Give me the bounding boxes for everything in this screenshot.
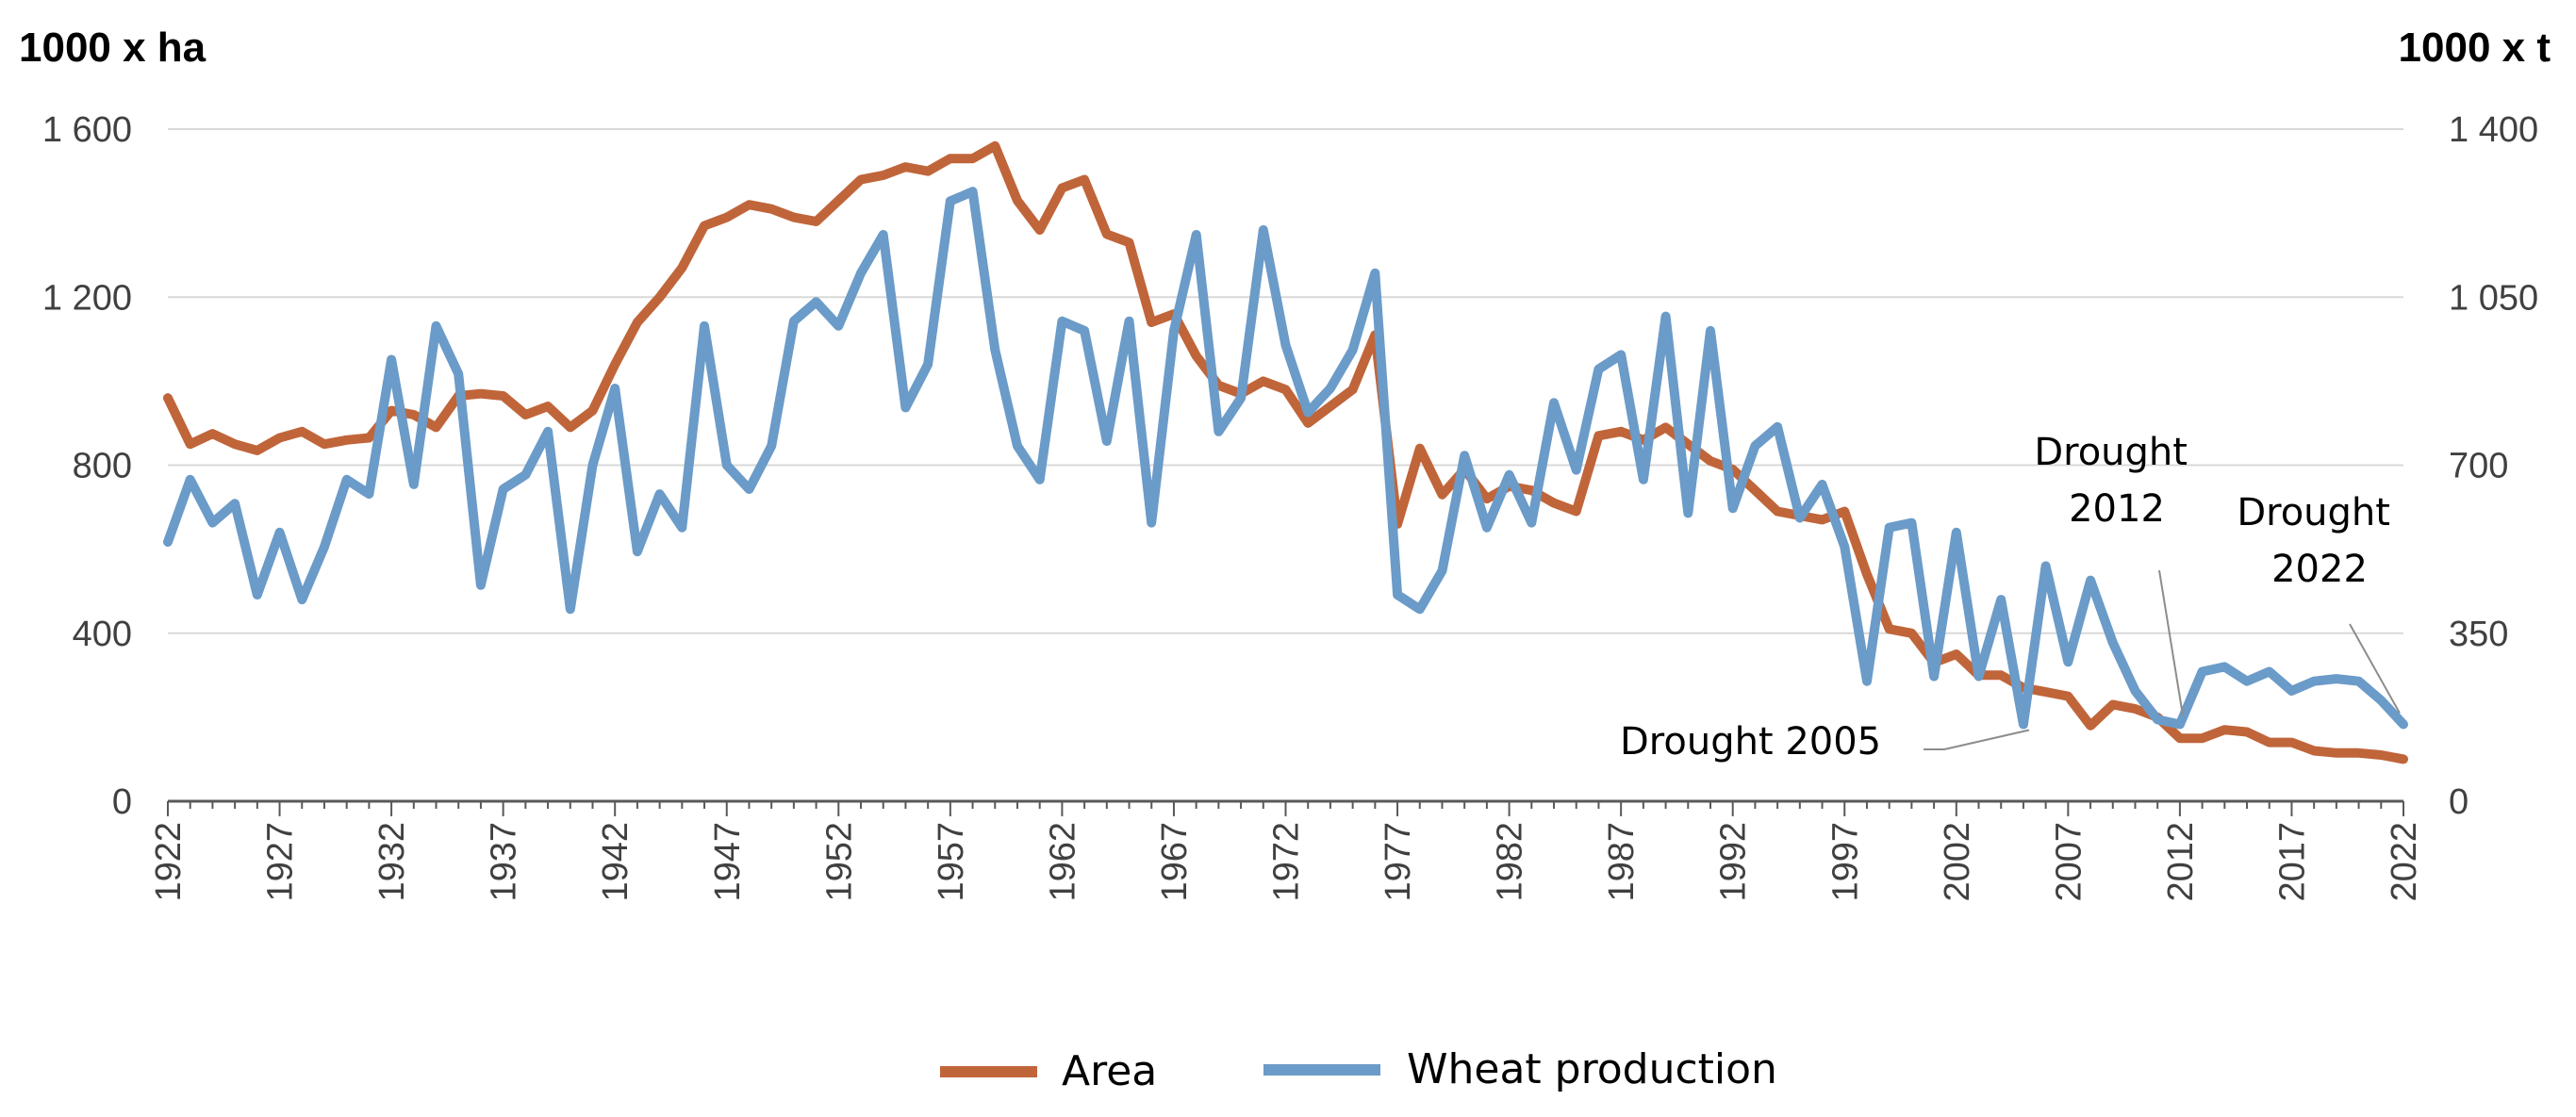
y-tick-label-left: 1 200 [42, 278, 132, 318]
y-tick-label-right: 1 400 [2449, 110, 2538, 150]
annotation-drought-2012-line1: Drought [2034, 431, 2188, 474]
x-tick-label: 1972 [1267, 822, 1307, 902]
x-tick-label: 1942 [596, 822, 636, 902]
right-axis-unit-label: 1000 x t [2399, 25, 2551, 71]
x-tick-label: 1982 [1491, 822, 1530, 902]
legend-label-area: Area [1062, 1047, 1157, 1095]
annotation-leader-drought-2022 [2349, 623, 2401, 715]
annotation-drought-2022: Drought 2022 [2237, 491, 2402, 591]
x-tick-label: 1957 [932, 822, 971, 902]
annotation-drought-2012-line2: 2012 [2069, 487, 2165, 531]
y-tick-label-right: 1 050 [2449, 278, 2538, 318]
x-tick-label: 1962 [1043, 822, 1082, 902]
y-tick-label-left: 400 [73, 615, 132, 654]
x-tick-label: 1952 [819, 822, 859, 902]
series-line-wheat-production [163, 187, 2408, 730]
x-tick-label: 1947 [708, 822, 748, 902]
plot-area [163, 140, 2408, 764]
x-tick-label: 2002 [1938, 822, 1977, 902]
x-axis: 1922 1927 1932 1937 1942 1947 1952 1957 1962 1967… [149, 801, 2424, 902]
left-axis-unit-label: 1000 x ha [19, 25, 206, 71]
y-tick-label-right: 350 [2449, 615, 2508, 654]
x-tick-label: 1987 [1602, 822, 1642, 902]
legend: Area Wheat production [940, 1045, 1777, 1095]
y-tick-label-right: 700 [2449, 447, 2508, 486]
x-tick-label: 1967 [1155, 822, 1195, 902]
y-tick-label-left: 800 [73, 447, 132, 486]
annotations: Drought 2005 Drought 2012 Drought 2022 [1620, 431, 2402, 764]
gridlines [168, 128, 2403, 634]
y-tick-label-left: 0 [112, 782, 132, 822]
left-y-axis: 0 400 800 1 200 1 600 [42, 110, 132, 822]
right-y-axis: 0 350 700 1 050 1 400 [2449, 110, 2538, 822]
x-tick-label: 1997 [1825, 822, 1865, 902]
x-tick-label: 2007 [2049, 822, 2089, 902]
x-tick-label: 1937 [485, 822, 524, 902]
x-tick-label: 1922 [149, 822, 189, 902]
y-tick-label-right: 0 [2449, 782, 2469, 822]
x-tick-label: 1992 [1714, 822, 1754, 902]
legend-label-wheat-production: Wheat production [1407, 1045, 1777, 1093]
x-tick-label: 1977 [1379, 822, 1418, 902]
x-tick-label: 2022 [2385, 822, 2424, 902]
y-tick-label-left: 1 600 [42, 110, 132, 150]
annotation-drought-2005: Drought 2005 [1620, 720, 1881, 764]
annotation-drought-2022-line1: Drought [2237, 491, 2390, 534]
annotation-leader-drought-2012 [2158, 569, 2184, 715]
annotation-drought-2012: Drought 2012 [2034, 431, 2199, 531]
x-tick-label: 2012 [2161, 822, 2201, 902]
x-tick-label: 1932 [372, 822, 412, 902]
annotation-leader-drought-2005 [1943, 729, 2030, 750]
annotation-drought-2022-line2: 2022 [2271, 548, 2368, 591]
x-tick-label: 2017 [2272, 822, 2312, 902]
x-tick-label: 1927 [261, 822, 301, 902]
